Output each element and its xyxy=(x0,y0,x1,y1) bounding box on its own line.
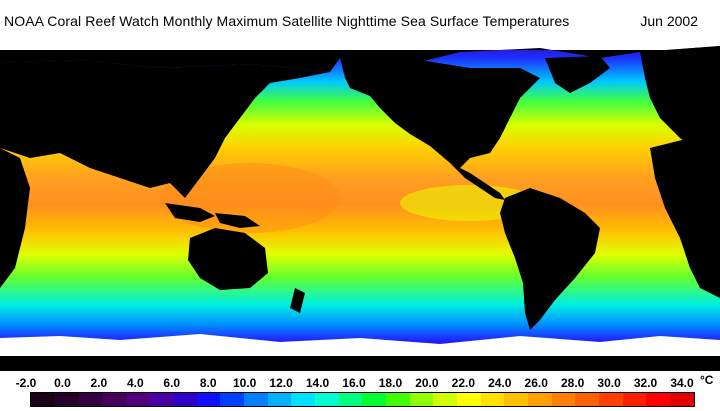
scale-tick-label: 4.0 xyxy=(126,376,144,390)
colorbar-swatch xyxy=(622,393,647,406)
landmass-europe-east xyxy=(640,46,720,158)
colorbar-swatch xyxy=(409,393,434,406)
landmass-new-zealand xyxy=(290,288,305,313)
colorbar-swatch xyxy=(78,393,103,406)
scale-tick-label: 10.0 xyxy=(232,376,257,390)
colorbar-swatch xyxy=(244,393,268,406)
arctic-ice xyxy=(0,38,720,50)
scale-tick-label: 12.0 xyxy=(269,376,293,390)
colorbar-swatch xyxy=(575,393,600,406)
scale-tick-label: 0.0 xyxy=(54,376,71,390)
colorbar-swatch xyxy=(528,393,552,406)
colorbar-swatch xyxy=(504,393,529,406)
colorbar-swatch xyxy=(125,393,150,406)
scale-tick-label: 32.0 xyxy=(633,376,658,390)
scale-tick-label: 30.0 xyxy=(597,376,621,390)
antarctica xyxy=(0,356,720,371)
map-period: Jun 2002 xyxy=(640,13,698,29)
colorbar-swatch xyxy=(670,393,694,406)
colorbar-swatch xyxy=(362,393,387,406)
scale-tick-label: 34.0 xyxy=(670,376,694,390)
colorbar-swatch xyxy=(54,393,79,406)
colorbar-swatch xyxy=(267,393,292,406)
landmass-new-guinea xyxy=(215,213,260,228)
landmass-north-america xyxy=(340,58,540,168)
landmass-south-america xyxy=(500,188,600,330)
colorbar-swatch xyxy=(480,393,505,406)
map-title: NOAA Coral Reef Watch Monthly Maximum Sa… xyxy=(4,13,570,29)
landmass-africa-west xyxy=(0,148,30,288)
scale-tick-label: 18.0 xyxy=(378,376,403,390)
sst-map xyxy=(0,38,720,371)
landmass-africa xyxy=(650,138,720,298)
colorbar-swatch xyxy=(149,393,174,406)
colorbar-swatch xyxy=(599,393,623,406)
colorbar-swatch xyxy=(291,393,316,406)
landmass-greenland xyxy=(545,56,610,93)
scale-tick-label: 26.0 xyxy=(524,376,548,390)
colorbar-swatch xyxy=(196,393,221,406)
colorbar-swatch xyxy=(433,393,458,406)
colorbar-swatch xyxy=(315,393,339,406)
landmass-eurasia xyxy=(0,60,330,198)
landmass-indonesia xyxy=(165,203,215,222)
colorbar-swatch xyxy=(220,393,245,406)
scale-tick-label: 8.0 xyxy=(199,376,217,390)
colorbar-swatch xyxy=(338,393,363,406)
landmass-central-america xyxy=(450,163,505,200)
colorbar-swatch xyxy=(551,393,576,406)
scale-tick-label: 22.0 xyxy=(451,376,476,390)
scale-tick-label: 6.0 xyxy=(163,376,181,390)
scale-unit: °C xyxy=(700,373,714,387)
scale-tick-label: 20.0 xyxy=(415,376,439,390)
temperature-scale: -2.0 0.0 2.0 4.0 6.0 8.0 10.0 12.0 14.0 16.0 18.0 2… xyxy=(0,371,720,411)
colorbar xyxy=(30,392,695,407)
sst-map-image xyxy=(0,38,720,371)
colorbar-swatch xyxy=(457,393,481,406)
colorbar-swatch xyxy=(102,393,126,406)
colorbar-swatch xyxy=(173,393,197,406)
scale-tick-label: 24.0 xyxy=(488,376,512,390)
title-bar: NOAA Coral Reef Watch Monthly Maximum Sa… xyxy=(0,0,720,38)
landmass-japan xyxy=(214,108,230,143)
colorbar-swatch xyxy=(386,393,410,406)
colorbar-swatch xyxy=(31,393,55,406)
scale-tick-label: 16.0 xyxy=(342,376,366,390)
scale-tick-label: 2.0 xyxy=(90,376,108,390)
colorbar-swatch xyxy=(646,393,671,406)
landmass-australia xyxy=(188,228,268,290)
scale-tick-label: -2.0 xyxy=(15,376,37,390)
scale-tick-label: 14.0 xyxy=(305,376,330,390)
scale-tick-label: 28.0 xyxy=(560,376,585,390)
